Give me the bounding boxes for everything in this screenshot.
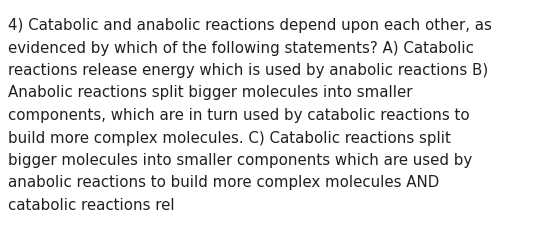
Text: reactions release energy which is used by anabolic reactions B): reactions release energy which is used b… bbox=[8, 63, 488, 78]
Text: catabolic reactions rel: catabolic reactions rel bbox=[8, 197, 175, 212]
Text: evidenced by which of the following statements? A) Catabolic: evidenced by which of the following stat… bbox=[8, 40, 474, 55]
Text: build more complex molecules. C) Catabolic reactions split: build more complex molecules. C) Catabol… bbox=[8, 130, 451, 145]
Text: components, which are in turn used by catabolic reactions to: components, which are in turn used by ca… bbox=[8, 108, 470, 123]
Text: Anabolic reactions split bigger molecules into smaller: Anabolic reactions split bigger molecule… bbox=[8, 85, 412, 100]
Text: bigger molecules into smaller components which are used by: bigger molecules into smaller components… bbox=[8, 152, 472, 167]
Text: anabolic reactions to build more complex molecules AND: anabolic reactions to build more complex… bbox=[8, 175, 439, 190]
Text: 4) Catabolic and anabolic reactions depend upon each other, as: 4) Catabolic and anabolic reactions depe… bbox=[8, 18, 492, 33]
